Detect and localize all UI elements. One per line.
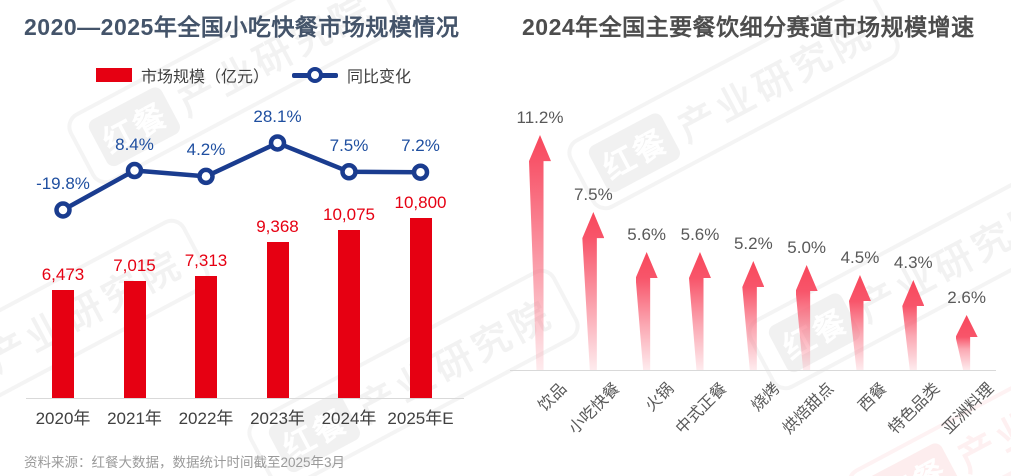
category-label-饮品: 饮品 [535, 380, 571, 415]
chart-title-left: 2020—2025年全国小吃快餐市场规模情况 [24, 14, 460, 40]
arrow-value-label: 5.6% [680, 225, 720, 244]
bar-value-label: 7,313 [184, 251, 228, 270]
bar-value-label: 9,368 [256, 217, 299, 236]
arrow-value-label: 5.0% [787, 238, 827, 257]
x-axis-label: 2024年 [321, 409, 377, 428]
arrow-value-label: 11.2% [516, 108, 564, 127]
arrow-value-label: 5.2% [733, 234, 773, 253]
line-marker [340, 163, 358, 181]
bar-legend-swatch [96, 68, 132, 82]
x-axis-label: 2023年 [250, 409, 305, 428]
arrow-value-label: 2.6% [947, 288, 986, 307]
x-axis-label: 2022年 [178, 409, 234, 428]
growth-line [60, 140, 423, 213]
bar-2024年 [338, 230, 360, 398]
bar-value-label: 10,075 [323, 205, 375, 224]
bar-value-label: 10,800 [394, 193, 447, 212]
arrow-火锅 [635, 252, 658, 370]
category-label-西餐: 西餐 [855, 380, 891, 415]
growth-rate-chart: 2024年全国主要餐饮细分赛道市场规模增速 11.2% 饮品 7.5% 小吃快餐 5.6… [505, 0, 1011, 476]
x-axis-label: 2020年 [35, 409, 91, 428]
growth-label: 28.1% [253, 106, 302, 126]
bar-legend-label: 市场规模（亿元） [141, 69, 270, 86]
arrow-烧烤 [742, 261, 765, 370]
x-axis-line [510, 370, 996, 371]
line-marker [197, 167, 215, 186]
arrow-亚洲料理 [955, 315, 978, 370]
category-label-中式正餐: 中式正餐 [672, 380, 731, 438]
arrow-西餐 [848, 275, 871, 370]
growth-label: 8.4% [115, 134, 154, 154]
line-legend-label: 同比变化 [347, 69, 412, 86]
bar-2023年 [266, 242, 289, 398]
x-axis-line [26, 398, 464, 399]
line-legend-marker [292, 67, 339, 83]
growth-label: 7.2% [401, 136, 440, 156]
x-axis-label: 2025年E [387, 409, 454, 428]
growth-label: 4.2% [186, 140, 226, 160]
arrow-value-label: 4.5% [840, 248, 880, 267]
arrow-value-label: 4.3% [893, 253, 933, 272]
category-label-火锅: 火锅 [642, 380, 677, 415]
growth-line-overlay [54, 134, 430, 219]
category-label-小吃快餐: 小吃快餐 [566, 380, 624, 438]
line-marker [268, 134, 287, 152]
market-size-chart: 2020—2025年全国小吃快餐市场规模情况 市场规模（亿元） 同比变化 6,4… [0, 0, 505, 476]
arrow-小吃快餐 [582, 212, 605, 370]
growth-label: 7.5% [329, 135, 369, 155]
legend-dot-icon [307, 67, 324, 83]
category-label-烘焙甜点: 烘焙甜点 [779, 380, 837, 438]
chart-title-right: 2024年全国主要餐饮细分赛道市场规模增速 [522, 14, 975, 40]
line-marker [54, 201, 72, 219]
growth-label: -19.8% [36, 174, 90, 193]
arrow-饮品 [529, 135, 551, 370]
x-axis-label: 2021年 [107, 409, 162, 428]
legend: 市场规模（亿元） 同比变化 [96, 63, 411, 87]
bar-value-label: 7,015 [113, 256, 156, 275]
category-label-烧烤: 烧烤 [748, 380, 784, 415]
category-label-特色品类: 特色品类 [886, 380, 944, 438]
category-label-亚洲料理: 亚洲料理 [939, 380, 997, 438]
bar-2025年E [409, 218, 432, 398]
arrow-value-label: 7.5% [573, 185, 613, 204]
bar-2022年 [195, 276, 217, 398]
arrow-烘焙甜点 [795, 265, 818, 370]
source-note: 资料来源：红餐大数据，数据统计时间截至2025年3月 [24, 455, 346, 470]
arrow-中式正餐 [688, 252, 711, 370]
line-marker [125, 161, 144, 180]
bar-value-label: 6,473 [41, 265, 85, 284]
bar-2021年 [123, 281, 146, 398]
line-marker [411, 163, 430, 181]
bar-2020年 [52, 290, 74, 398]
arrow-特色品类 [902, 280, 925, 370]
arrow-value-label: 5.6% [627, 225, 667, 244]
